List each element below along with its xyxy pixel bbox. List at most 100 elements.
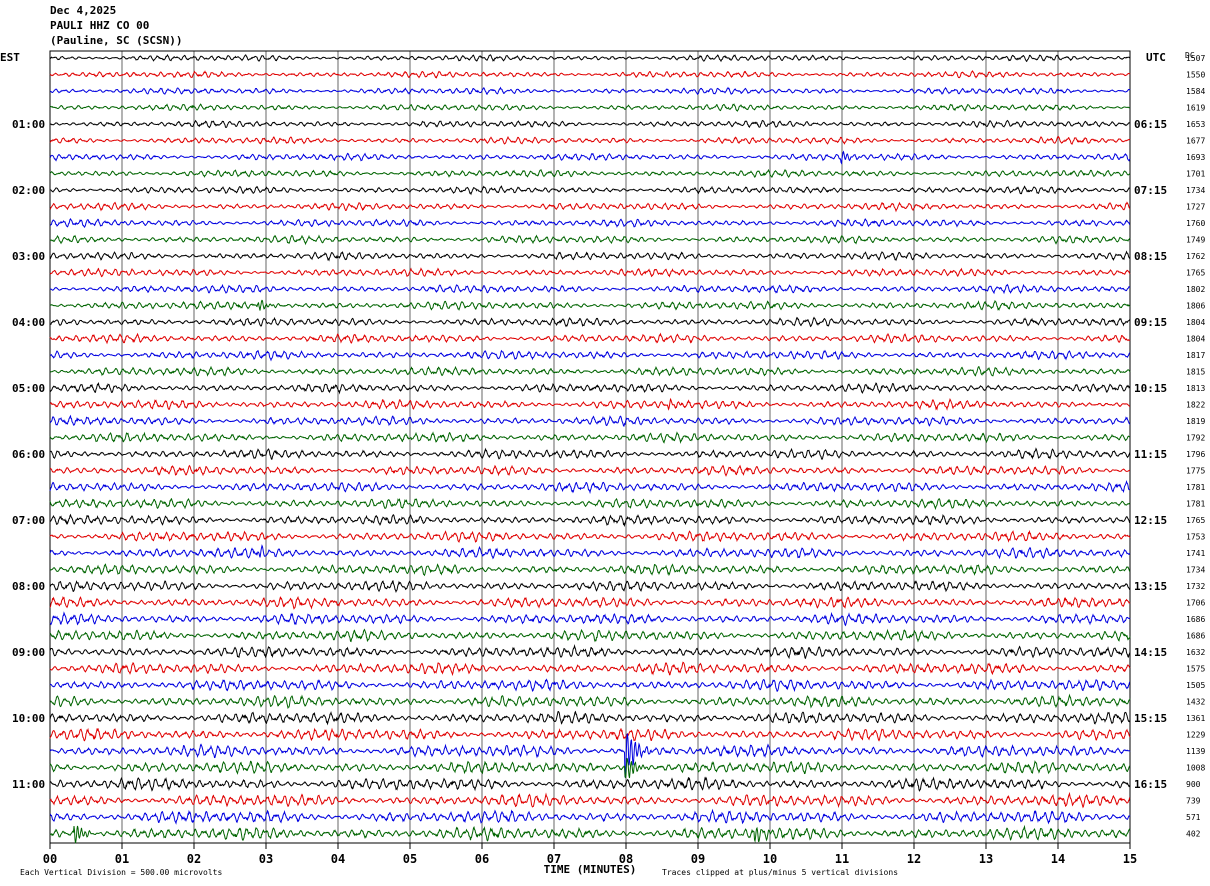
seismic-trace bbox=[49, 791, 1131, 809]
seismic-trace bbox=[49, 53, 1130, 63]
seismic-trace bbox=[49, 234, 1131, 246]
seismic-trace bbox=[49, 217, 1130, 228]
seismic-trace bbox=[49, 431, 1131, 444]
dc-offset-label: 1632 bbox=[1186, 648, 1205, 657]
est-hour-label: 10:00 bbox=[12, 712, 45, 725]
x-tick-label: 13 bbox=[979, 852, 993, 866]
dc-offset-label: 1815 bbox=[1186, 368, 1205, 377]
dc-offset-label: 1584 bbox=[1186, 87, 1205, 96]
x-tick-label: 05 bbox=[403, 852, 417, 866]
dc-offset-label: 1749 bbox=[1186, 236, 1205, 245]
x-tick-label: 11 bbox=[835, 852, 849, 866]
utc-axis-label: UTC bbox=[1146, 51, 1166, 64]
seismic-trace bbox=[49, 283, 1131, 295]
dc-offset-label: 1741 bbox=[1186, 549, 1205, 558]
est-hour-label: 02:00 bbox=[12, 184, 45, 197]
seismic-trace bbox=[49, 267, 1131, 278]
utc-hour-label: 13:15 bbox=[1134, 580, 1167, 593]
seismic-trace bbox=[50, 397, 1131, 411]
seismic-trace bbox=[49, 678, 1131, 693]
seismic-trace bbox=[49, 414, 1131, 427]
dc-offset-label: 1575 bbox=[1186, 665, 1205, 674]
dc-offset-label: 1550 bbox=[1186, 71, 1205, 80]
utc-hour-label: 09:15 bbox=[1134, 316, 1167, 329]
clip-note: Traces clipped at plus/minus 5 vertical … bbox=[662, 868, 898, 877]
dc-offset-label: 1781 bbox=[1186, 500, 1205, 509]
dc-offset-label: 1796 bbox=[1186, 450, 1205, 459]
seismic-trace bbox=[49, 332, 1131, 345]
dc-offset-label: 1753 bbox=[1186, 533, 1205, 542]
est-hour-label: 08:00 bbox=[12, 580, 45, 593]
seismic-trace bbox=[49, 595, 1131, 610]
x-tick-label: 04 bbox=[331, 852, 345, 866]
utc-hour-label: 10:15 bbox=[1134, 382, 1167, 395]
seismic-trace bbox=[49, 693, 1131, 710]
seismic-trace bbox=[49, 563, 1131, 577]
seismic-trace bbox=[49, 185, 1131, 196]
dc-offset-label: 1734 bbox=[1186, 186, 1205, 195]
dc-offset-label: 402 bbox=[1186, 830, 1201, 839]
seismic-trace bbox=[49, 86, 1131, 96]
est-hour-label: 01:00 bbox=[12, 118, 45, 131]
x-tick-label: 07 bbox=[547, 852, 561, 866]
x-tick-label: 12 bbox=[907, 852, 921, 866]
x-tick-label: 14 bbox=[1051, 852, 1065, 866]
utc-hour-label: 06:15 bbox=[1134, 118, 1167, 131]
x-tick-label: 02 bbox=[187, 852, 201, 866]
dc-offset-label: 1806 bbox=[1186, 302, 1205, 311]
seismic-trace bbox=[49, 316, 1131, 328]
scale-note: Each Vertical Division = 500.00 microvol… bbox=[20, 868, 222, 877]
utc-hour-label: 14:15 bbox=[1134, 646, 1167, 659]
seismic-trace bbox=[49, 661, 1131, 677]
dc-offset-label: 739 bbox=[1186, 797, 1201, 806]
dc-offset-label: 1432 bbox=[1186, 698, 1205, 707]
dc-offset-label: 900 bbox=[1186, 780, 1201, 789]
x-tick-label: 10 bbox=[763, 852, 777, 866]
dc-offset-label: 1813 bbox=[1186, 384, 1205, 393]
seismic-trace bbox=[49, 644, 1131, 660]
dc-offset-label: 1819 bbox=[1186, 417, 1205, 426]
dc-offset-label: 1139 bbox=[1186, 747, 1205, 756]
seismic-trace bbox=[49, 611, 1131, 627]
est-hour-label: 06:00 bbox=[12, 448, 45, 461]
dc-offset-label: 1653 bbox=[1186, 120, 1205, 129]
dc-offset-label: 1765 bbox=[1186, 269, 1205, 278]
dc-offset-label: 1361 bbox=[1186, 714, 1205, 723]
dc-offset-label: 1507 bbox=[1186, 54, 1205, 63]
seismic-trace bbox=[49, 349, 1131, 362]
utc-hour-label: 15:15 bbox=[1134, 712, 1167, 725]
dc-offset-label: 1677 bbox=[1186, 137, 1205, 146]
x-axis-title: TIME (MINUTES) bbox=[544, 863, 637, 876]
seismic-trace bbox=[49, 497, 1131, 511]
est-hour-label: 11:00 bbox=[12, 778, 45, 791]
dc-offset-label: 1760 bbox=[1186, 219, 1205, 228]
est-hour-label: 05:00 bbox=[12, 382, 45, 395]
utc-hour-label: 07:15 bbox=[1134, 184, 1167, 197]
dc-offset-label: 1762 bbox=[1186, 252, 1205, 261]
seismic-trace bbox=[49, 710, 1131, 726]
seismic-trace bbox=[49, 447, 1131, 461]
dc-offset-label: 1686 bbox=[1186, 615, 1205, 624]
dc-offset-label: 1734 bbox=[1186, 566, 1205, 575]
seismic-trace bbox=[50, 513, 1131, 528]
seismic-trace bbox=[49, 727, 1131, 742]
date-label: Dec 4,2025 bbox=[50, 4, 117, 17]
dc-offset-label: 1229 bbox=[1186, 731, 1205, 740]
x-tick-label: 15 bbox=[1123, 852, 1137, 866]
seismic-trace bbox=[49, 365, 1131, 377]
dc-offset-label: 1619 bbox=[1186, 104, 1205, 113]
dc-offset-label: 571 bbox=[1186, 813, 1201, 822]
x-tick-label: 01 bbox=[115, 852, 129, 866]
seismic-trace bbox=[49, 628, 1131, 643]
seismic-trace bbox=[49, 103, 1131, 112]
seismic-trace bbox=[49, 150, 1131, 165]
x-tick-label: 03 bbox=[259, 852, 273, 866]
plot-frame bbox=[49, 50, 1131, 844]
utc-hour-label: 11:15 bbox=[1134, 448, 1167, 461]
location-label: (Pauline, SC (SCSN)) bbox=[50, 34, 183, 47]
x-tick-label: 09 bbox=[691, 852, 705, 866]
utc-hour-label: 12:15 bbox=[1134, 514, 1167, 527]
seismic-trace bbox=[49, 732, 1131, 778]
seismic-trace bbox=[49, 480, 1131, 495]
